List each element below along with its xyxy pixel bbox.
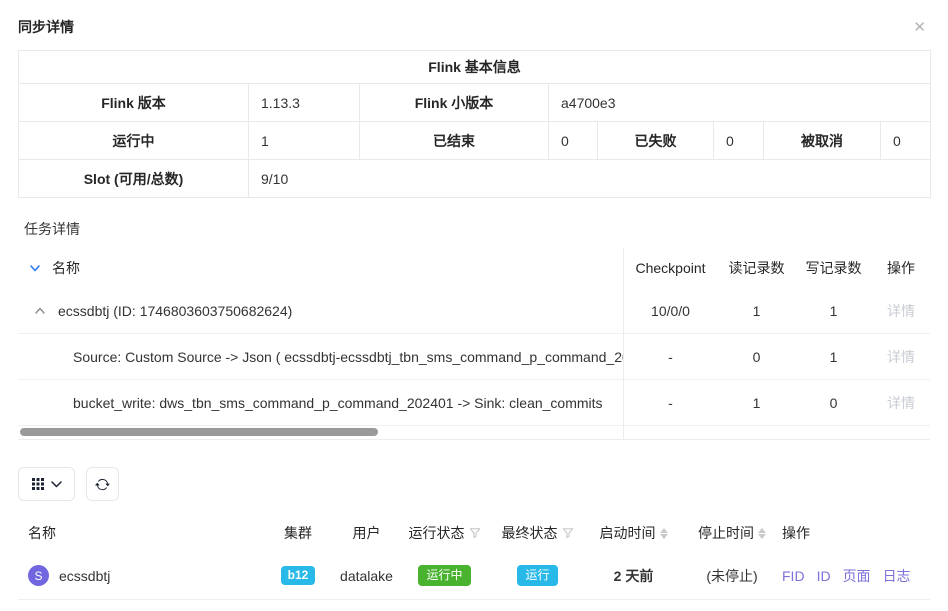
failed-value: 0 bbox=[713, 121, 764, 160]
col-checkpoint: Checkpoint bbox=[635, 260, 706, 276]
col-final-status: 最终状态 bbox=[501, 525, 558, 541]
col-write: 写记录数 bbox=[805, 260, 862, 276]
task-write-count: 1 bbox=[829, 348, 838, 365]
flink-version-value: 1.13.3 bbox=[248, 83, 360, 122]
chevron-down-icon[interactable] bbox=[29, 262, 41, 274]
column-settings-button[interactable] bbox=[18, 467, 75, 501]
flink-minor-label: Flink 小版本 bbox=[359, 83, 549, 122]
job-name: ecssdbtj bbox=[59, 567, 111, 584]
toolbar bbox=[18, 467, 930, 501]
task-write-count: 1 bbox=[829, 302, 838, 319]
sort-icon[interactable] bbox=[659, 527, 668, 539]
fid-link[interactable]: FID bbox=[782, 567, 805, 584]
avatar: S bbox=[28, 565, 49, 586]
task-detail-link[interactable]: 详情 bbox=[887, 302, 915, 319]
scrollbar-thumb[interactable] bbox=[20, 428, 378, 436]
flink-info-title: Flink 基本信息 bbox=[17, 50, 932, 84]
id-link[interactable]: ID bbox=[816, 567, 831, 584]
running-label: 运行中 bbox=[18, 121, 249, 160]
col-name: 名称 bbox=[52, 260, 80, 276]
col-name: 名称 bbox=[28, 525, 56, 541]
job-row: S ecssdbtj b12 datalake 运行中 运行 2 天前 (未停止… bbox=[18, 552, 930, 600]
task-name: ecssdbtj (ID: 1746803603750682624) bbox=[58, 302, 293, 319]
failed-label: 已失败 bbox=[597, 121, 714, 160]
slot-label: Slot (可用/总数) bbox=[18, 159, 249, 198]
final-status-badge: 运行 bbox=[517, 565, 558, 586]
col-stop-time: 停止时间 bbox=[698, 525, 754, 541]
canceled-label: 被取消 bbox=[763, 121, 881, 160]
flink-info-table: Flink 基本信息 Flink 版本 1.13.3 Flink 小版本 a47… bbox=[17, 50, 932, 198]
task-checkpoint: - bbox=[668, 348, 673, 365]
col-read: 读记录数 bbox=[728, 260, 785, 276]
jobs-table-header: 名称 集群 用户 运行状态 最终状态 启动时间 bbox=[18, 514, 930, 552]
col-action: 操作 bbox=[887, 260, 915, 276]
close-icon[interactable]: ✕ bbox=[913, 18, 926, 36]
running-value: 1 bbox=[248, 121, 360, 160]
task-name: Source: Custom Source -> Json ( ecssdbtj… bbox=[73, 348, 623, 365]
col-run-status: 运行状态 bbox=[408, 525, 465, 541]
task-write-count: 0 bbox=[829, 394, 838, 411]
task-row: ecssdbtj (ID: 1746803603750682624) 10/0/… bbox=[18, 288, 930, 334]
finished-label: 已结束 bbox=[359, 121, 549, 160]
task-checkpoint: 10/0/0 bbox=[651, 302, 690, 319]
task-row: bucket_write: dws_tbn_sms_command_p_comm… bbox=[18, 380, 930, 426]
col-action: 操作 bbox=[782, 525, 810, 541]
finished-value: 0 bbox=[548, 121, 598, 160]
task-name: bucket_write: dws_tbn_sms_command_p_comm… bbox=[73, 394, 603, 411]
col-user: 用户 bbox=[352, 525, 381, 541]
horizontal-scrollbar bbox=[18, 426, 930, 439]
canceled-value: 0 bbox=[879, 121, 932, 160]
filter-icon[interactable] bbox=[562, 527, 574, 539]
refresh-icon bbox=[95, 477, 110, 492]
flink-version-label: Flink 版本 bbox=[18, 83, 249, 122]
job-start-time: 2 天前 bbox=[613, 567, 654, 584]
task-table-header: 名称 Checkpoint 读记录数 写记录数 操作 bbox=[18, 248, 930, 288]
flink-minor-value: a4700e3 bbox=[547, 83, 932, 122]
modal-header: 同步详情 ✕ bbox=[18, 0, 930, 37]
task-checkpoint: - bbox=[668, 394, 673, 411]
log-link[interactable]: 日志 bbox=[882, 567, 911, 584]
sort-icon[interactable] bbox=[758, 527, 766, 539]
run-status-badge: 运行中 bbox=[418, 565, 471, 586]
task-details-title: 任务详情 bbox=[24, 221, 80, 237]
task-read-count: 0 bbox=[752, 348, 761, 365]
col-start-time: 启动时间 bbox=[599, 525, 656, 541]
slot-value: 9/10 bbox=[247, 159, 932, 198]
fixed-column-divider bbox=[623, 248, 624, 439]
filter-icon[interactable] bbox=[469, 527, 481, 539]
chevron-down-icon bbox=[50, 480, 62, 488]
col-cluster: 集群 bbox=[284, 525, 312, 541]
task-read-count: 1 bbox=[752, 302, 761, 319]
task-detail-link[interactable]: 详情 bbox=[887, 394, 915, 411]
jobs-table: 名称 集群 用户 运行状态 最终状态 启动时间 bbox=[18, 514, 930, 600]
task-detail-link[interactable]: 详情 bbox=[887, 348, 915, 365]
page-title: 同步详情 bbox=[18, 19, 74, 35]
job-user: datalake bbox=[340, 567, 393, 584]
cluster-badge: b12 bbox=[280, 566, 316, 585]
refresh-button[interactable] bbox=[86, 467, 119, 501]
page-link[interactable]: 页面 bbox=[842, 567, 871, 584]
chevron-up-icon[interactable] bbox=[34, 305, 46, 317]
task-table: 名称 Checkpoint 读记录数 写记录数 操作 ecssdbtj (ID:… bbox=[18, 248, 930, 440]
task-read-count: 1 bbox=[752, 394, 761, 411]
task-row: Source: Custom Source -> Json ( ecssdbtj… bbox=[18, 334, 930, 380]
grid-icon bbox=[31, 478, 44, 490]
job-stop-time: (未停止) bbox=[706, 567, 758, 584]
